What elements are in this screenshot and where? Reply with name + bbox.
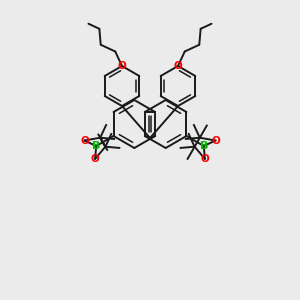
Text: O: O — [91, 154, 100, 164]
Text: B: B — [92, 141, 100, 151]
Text: O: O — [80, 136, 89, 146]
Text: O: O — [174, 61, 182, 71]
Text: O: O — [200, 154, 209, 164]
Text: B: B — [200, 141, 208, 151]
Text: O: O — [211, 136, 220, 146]
Text: O: O — [118, 61, 126, 71]
